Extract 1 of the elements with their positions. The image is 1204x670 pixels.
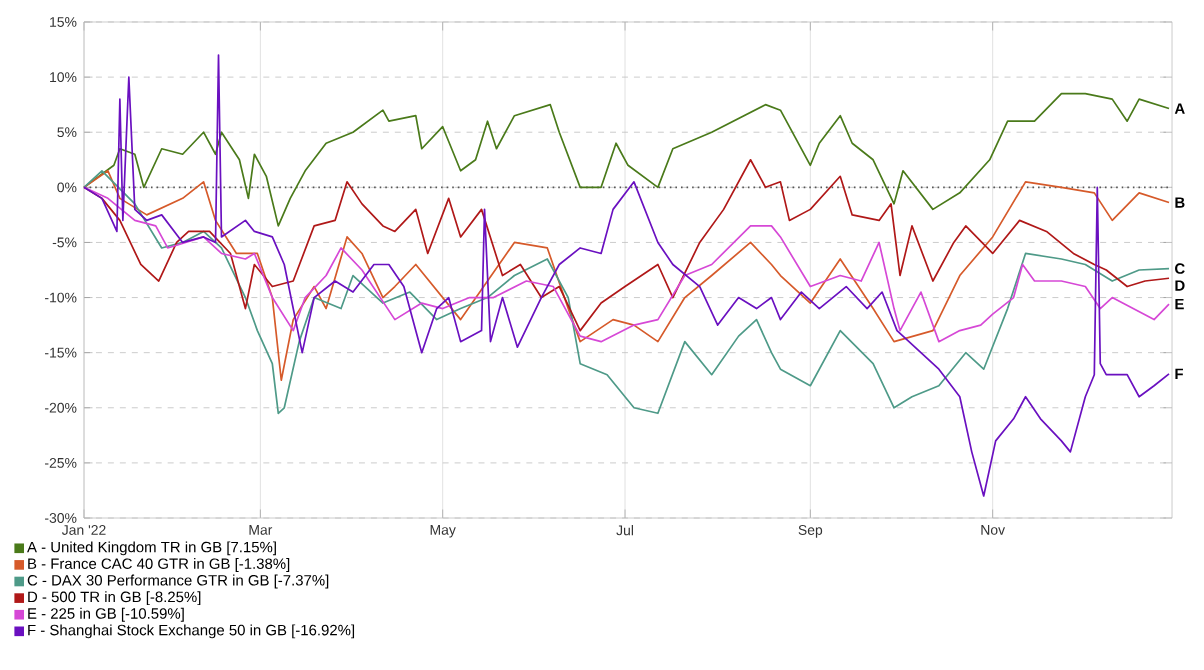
line-series [83, 54, 1170, 497]
